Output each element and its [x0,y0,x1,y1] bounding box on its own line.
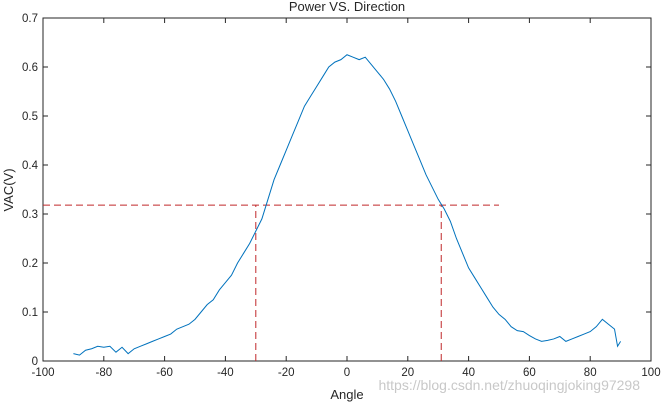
y-axis-ticks: 0 0.1 0.2 0.3 0.4 0.5 0.6 0.7 [22,13,651,368]
x-tick-label: 100 [641,367,660,379]
y-tick-label: 0.1 [22,307,38,319]
x-tick-label: -40 [217,367,234,379]
y-tick-label: 0 [32,356,38,368]
x-tick-label: -80 [95,367,112,379]
x-tick-label: -20 [278,367,295,379]
x-tick-label: 0 [344,367,350,379]
plot-area [42,17,652,362]
x-tick-label: -60 [156,367,173,379]
y-tick-label: 0.4 [22,160,39,172]
x-tick-label: 60 [523,367,536,379]
y-axis-label: VAC(V) [1,168,16,211]
x-tick-label: 20 [401,367,414,379]
watermark-text: https://blog.csdn.net/zhuoqingjoking9729… [378,377,640,393]
y-tick-label: 0.7 [22,13,38,25]
y-tick-label: 0.3 [22,209,38,221]
x-tick-label: -100 [31,367,54,379]
x-axis-label: Angle [330,387,363,402]
y-tick-label: 0.5 [22,111,38,123]
x-tick-label: 40 [462,367,475,379]
y-tick-label: 0.6 [22,62,38,74]
y-tick-label: 0.2 [22,258,38,270]
chart-title: Power VS. Direction [289,0,405,14]
reference-lines [43,204,499,361]
x-axis-ticks: -100 -80 -60 -40 -20 0 20 40 60 80 100 [31,18,661,379]
series-line [73,54,622,356]
x-tick-label: 80 [584,367,597,379]
